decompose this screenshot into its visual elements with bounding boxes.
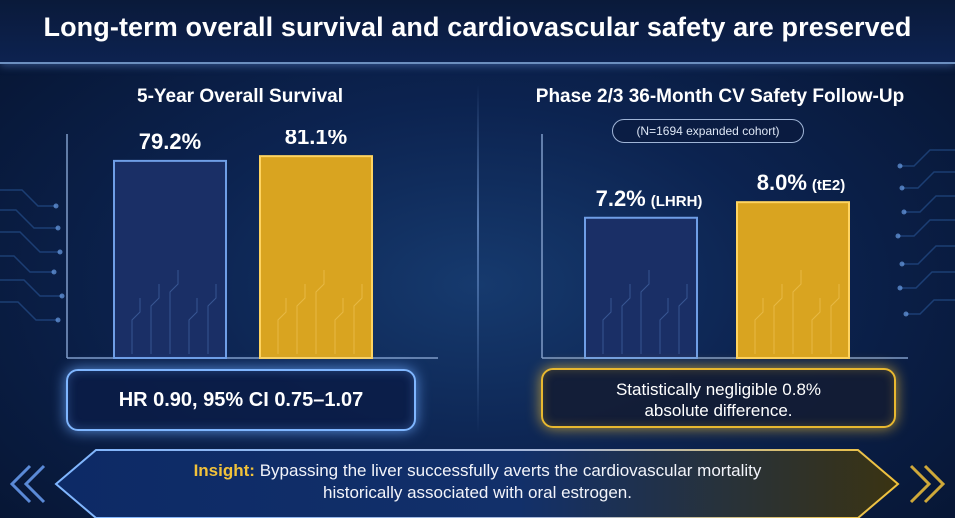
- cv-bar-te2: [736, 201, 850, 359]
- cv-bar-lhrh: [584, 216, 698, 360]
- insight-text: Insight: Bypassing the liver successfull…: [110, 460, 845, 504]
- page-title: Long-term overall survival and cardiovas…: [43, 12, 912, 42]
- insight-label: Insight:: [193, 461, 255, 480]
- cv-chart: 7.2% (LHRH) 8.0% (tE2): [541, 134, 908, 360]
- insight-line-1: Insight: Bypassing the liver successfull…: [110, 460, 845, 482]
- cohort-pill: (N=1694 expanded cohort): [612, 119, 804, 143]
- insight-line-2: historically associated with oral estrog…: [323, 483, 632, 502]
- cv-category-tag-1: (tE2): [812, 177, 845, 194]
- os-bar-pattern-0: [131, 270, 217, 354]
- os-chart: 79.2% 81.1%: [66, 130, 438, 360]
- cv-bar-pattern-0: [602, 270, 688, 354]
- difference-line-1: Statistically negligible 0.8%: [615, 380, 822, 399]
- difference-box: Statistically negligible 0.8% absolute d…: [541, 368, 896, 428]
- panel-divider: [477, 84, 479, 434]
- header-bar: [0, 0, 955, 64]
- os-value-label-1: 81.1%: [285, 130, 347, 149]
- cv-value-label-0: 7.2% (LHRH): [596, 186, 703, 211]
- difference-line-2: absolute difference.: [644, 401, 793, 420]
- cv-category-tag-0: (LHRH): [651, 193, 703, 210]
- os-bar-te2: [259, 155, 373, 360]
- os-chart-title: 5-Year Overall Survival: [137, 86, 343, 107]
- os-bar-pattern-1: [277, 270, 363, 354]
- insight-line-1-text: Bypassing the liver successfully averts …: [259, 461, 762, 480]
- os-value-label-0: 79.2%: [139, 130, 201, 154]
- cv-value-label-1: 8.0% (tE2): [757, 170, 846, 195]
- hazard-ratio-box: HR 0.90, 95% CI 0.75–1.07: [66, 369, 416, 431]
- os-bar-lhrh: [113, 159, 227, 359]
- cv-bar-pattern-1: [754, 270, 840, 354]
- insight-banner: [9, 449, 946, 518]
- cv-chart-title: Phase 2/3 36-Month CV Safety Follow-Up: [535, 86, 905, 107]
